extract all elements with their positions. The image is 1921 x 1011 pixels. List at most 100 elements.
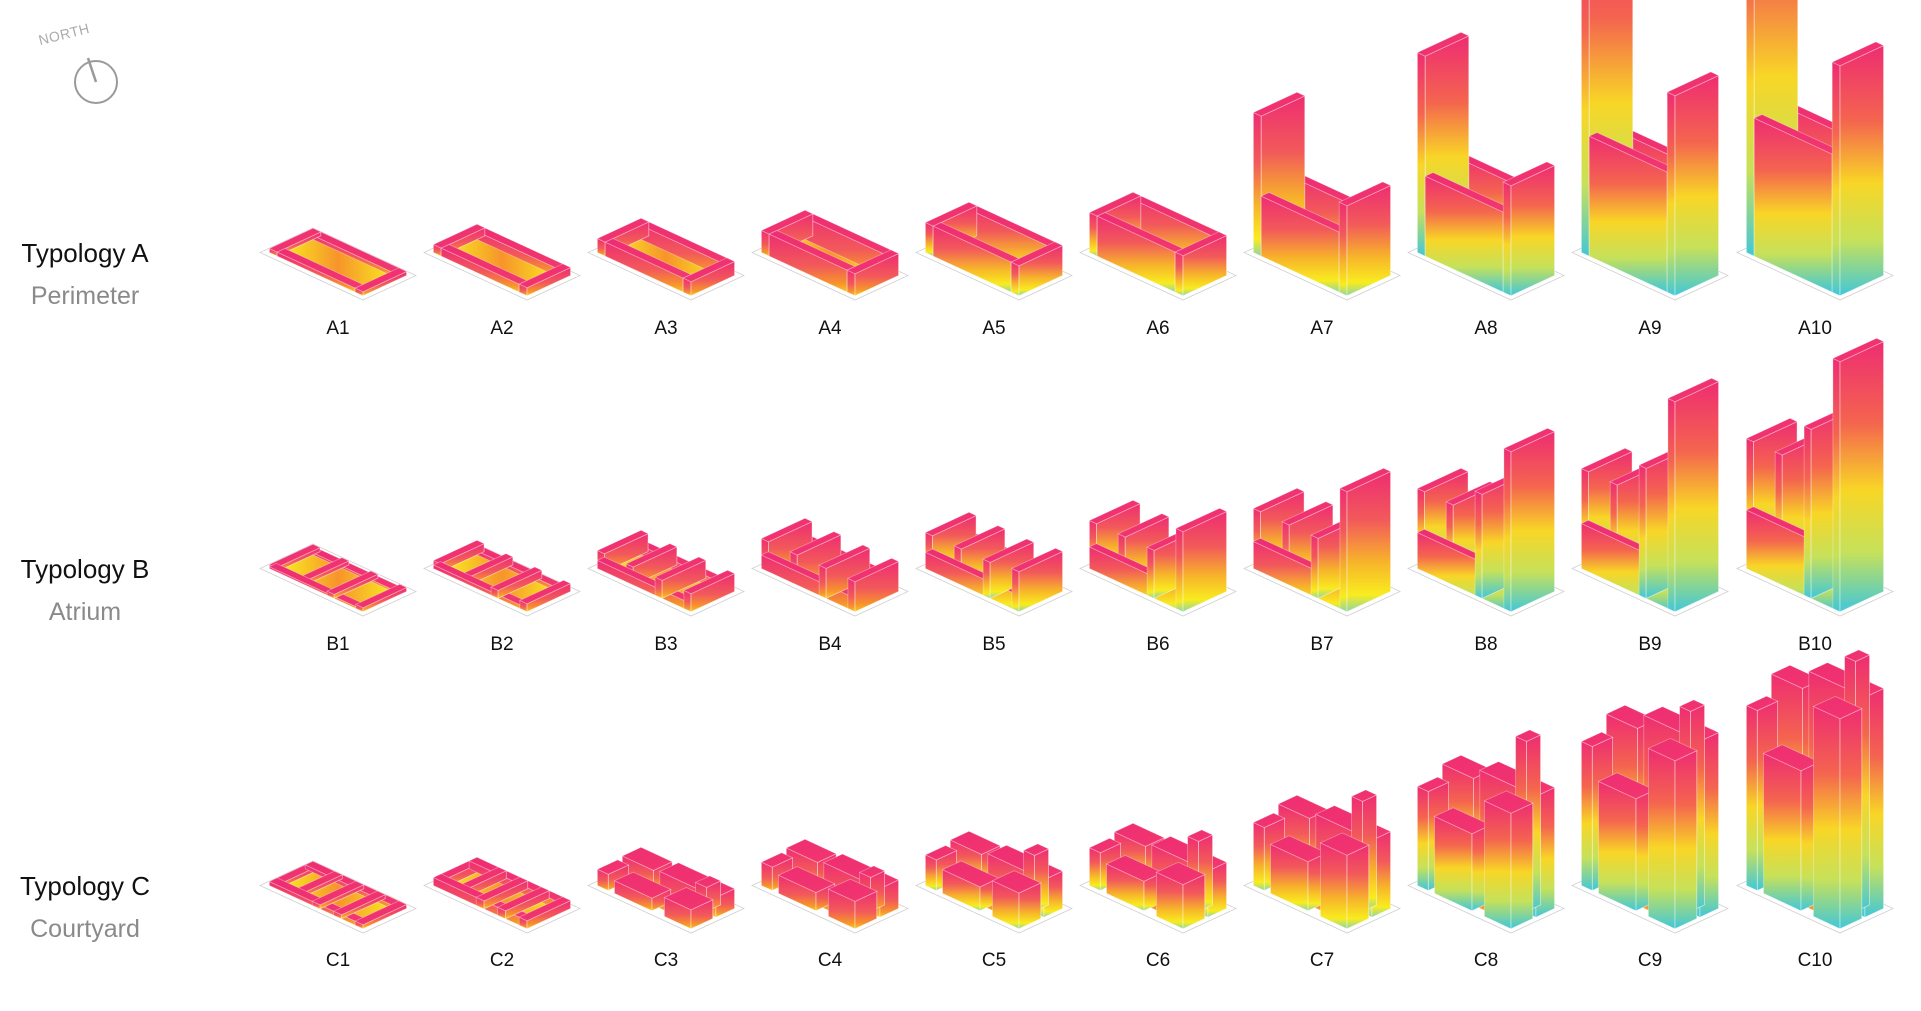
model-b5	[915, 511, 1073, 617]
block-face-top	[953, 525, 1006, 550]
model-c2	[423, 856, 581, 934]
block-face-left	[1667, 397, 1676, 613]
block-face-top	[1441, 754, 1494, 779]
block-face-top	[1502, 427, 1556, 453]
model-b10	[1736, 337, 1894, 617]
ground-surface	[445, 553, 559, 606]
block-face-left	[925, 221, 934, 257]
block-face-left	[1502, 181, 1512, 297]
model-label-b10: B10	[1798, 634, 1832, 655]
block-face-top	[1483, 790, 1534, 814]
block-face-top	[1678, 699, 1706, 712]
model-label-c4: C4	[817, 950, 843, 971]
typology-c-title: Typology C	[19, 871, 151, 901]
block-face-top	[924, 845, 958, 861]
ground-surface	[281, 237, 395, 290]
model-b4	[751, 517, 909, 617]
block-face-top	[490, 566, 543, 591]
block-face-left	[846, 269, 856, 297]
block-face-top	[354, 900, 408, 926]
model-label-a2: A2	[490, 318, 514, 339]
model-label-c6: C6	[1145, 950, 1171, 971]
block-face-right	[1839, 340, 1884, 613]
typology-a-subtitle: Perimeter	[30, 282, 140, 310]
model-label-c5: C5	[981, 950, 1007, 971]
block-face-left	[1831, 61, 1841, 297]
block-face-left	[1310, 534, 1319, 600]
block-face-top	[982, 538, 1035, 563]
block-face-top	[1155, 861, 1206, 886]
block-face-top	[1277, 794, 1330, 819]
ground-surface	[281, 553, 395, 606]
block-face-top	[846, 249, 900, 275]
model-label-a8: A8	[1474, 318, 1498, 339]
block-face-top	[1843, 649, 1871, 662]
block-face-top	[846, 557, 900, 583]
model-label-a4: A4	[818, 318, 842, 339]
block-face-top	[1580, 447, 1634, 473]
model-a2	[423, 223, 581, 301]
model-label-a7: A7	[1310, 318, 1334, 339]
model-label-b3: B3	[654, 634, 678, 655]
block-face-top	[785, 838, 838, 863]
block-face-left	[761, 229, 770, 257]
block-face-top	[789, 531, 842, 556]
block-face-left	[1484, 800, 1512, 930]
model-a7	[1243, 91, 1401, 301]
block-face-right	[1510, 430, 1555, 613]
model-label-b6: B6	[1146, 634, 1170, 655]
block-face-left	[1638, 464, 1647, 600]
block-face-top	[1745, 695, 1779, 711]
block-face-top	[760, 517, 814, 543]
block-face-top	[518, 896, 572, 922]
block-face-left	[1746, 704, 1758, 892]
block-face-top	[596, 529, 650, 555]
block-face-top	[311, 880, 365, 906]
block-face-right	[1674, 380, 1719, 613]
block-face-left	[1803, 425, 1812, 600]
block-face-left	[1253, 821, 1265, 892]
block-face-top	[1350, 789, 1378, 802]
model-b3	[587, 529, 745, 617]
ground-surface	[445, 237, 559, 290]
model-label-b8: B8	[1474, 634, 1498, 655]
model-label-b7: B7	[1310, 634, 1334, 655]
model-c8	[1407, 729, 1565, 934]
block-face-top	[818, 544, 871, 569]
model-a6	[1079, 191, 1237, 301]
model-a1	[259, 227, 417, 301]
block-face-top	[1252, 91, 1306, 117]
block-face-top	[354, 267, 408, 293]
model-c5	[915, 830, 1073, 934]
model-c9	[1571, 699, 1729, 934]
model-label-a6: A6	[1146, 318, 1170, 339]
block-face-left	[982, 558, 991, 600]
model-b1	[259, 543, 417, 617]
block-face-top	[518, 579, 572, 605]
block-face-top	[1416, 467, 1470, 493]
typology-b-title: Typology B	[20, 554, 150, 584]
block-face-left	[1648, 747, 1676, 930]
block-face-top	[1252, 487, 1306, 513]
block-face-right	[1510, 164, 1555, 297]
block-face-top	[1416, 31, 1470, 57]
block-face-top	[1433, 807, 1492, 835]
model-label-c2: C2	[489, 950, 515, 971]
model-a9	[1571, 0, 1729, 301]
block-face-right	[1839, 44, 1884, 297]
block-face-left	[1763, 752, 1802, 912]
block-face-left	[1089, 211, 1098, 257]
model-a8	[1407, 31, 1565, 301]
block-face-left	[1474, 490, 1483, 600]
block-face-left	[1417, 51, 1426, 257]
block-face-left	[1813, 705, 1841, 930]
model-label-b5: B5	[982, 634, 1006, 655]
model-c6	[1079, 822, 1237, 934]
model-label-c3: C3	[653, 950, 679, 971]
typology-b-subtitle: Atrium	[48, 598, 122, 626]
block-face-left	[1666, 91, 1676, 297]
block-face-top	[1281, 501, 1334, 526]
model-label-c9: C9	[1637, 950, 1663, 971]
block-face-top	[827, 878, 878, 902]
